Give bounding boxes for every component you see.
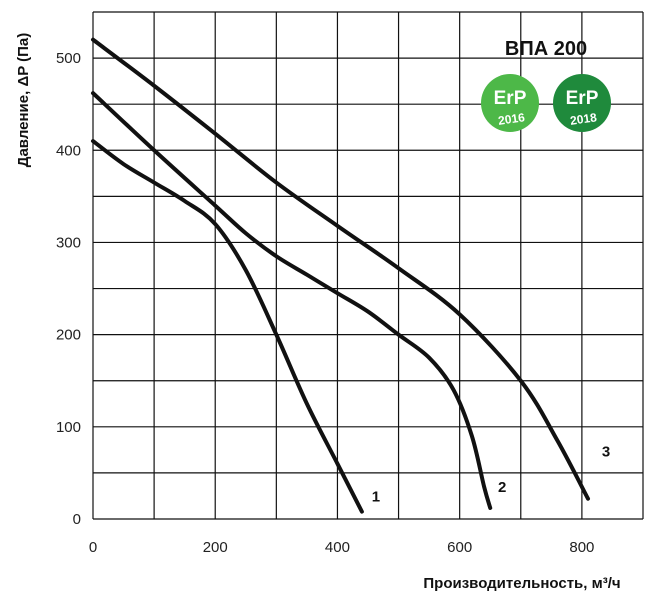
performance-curves [91, 37, 590, 514]
y-tick-500: 500 [56, 50, 81, 67]
erp-2018-badge-circle [553, 74, 611, 132]
axis-ticks: 0 200 400 600 800 0 100 200 300 400 500 [56, 50, 594, 556]
erp-2018-badge-line2: 2018 [569, 110, 598, 128]
y-axis-title: Давление, ΔP (Па) [15, 33, 32, 167]
curve-label-1: 1 [372, 489, 380, 506]
y-tick-200: 200 [56, 327, 81, 344]
curve-3 [91, 37, 590, 501]
y-tick-100: 100 [56, 419, 81, 436]
y-tick-0: 0 [73, 511, 81, 528]
curve-label-3: 3 [602, 444, 610, 461]
curve-label-2: 2 [498, 479, 506, 496]
y-tick-400: 400 [56, 142, 81, 159]
erp-2016-badge-line1: ErP [494, 88, 527, 109]
erp-2016-badge: ErP 2016 [481, 74, 539, 132]
erp-2018-badge-line1: ErP [566, 88, 599, 109]
curve-labels: 1 2 3 [372, 444, 610, 506]
model-label: ВПА 200 [505, 38, 587, 60]
x-axis-title: Производительность, м³/ч [423, 575, 620, 592]
erp-2016-badge-line2: 2016 [497, 110, 526, 128]
erp-2016-badge-circle [481, 74, 539, 132]
curve-2 [91, 91, 493, 510]
x-tick-200: 200 [203, 539, 228, 556]
x-tick-0: 0 [89, 539, 97, 556]
x-tick-600: 600 [447, 539, 472, 556]
erp-2018-badge: ErP 2018 [553, 74, 611, 132]
curve-1 [91, 139, 364, 514]
x-tick-400: 400 [325, 539, 350, 556]
y-tick-300: 300 [56, 234, 81, 251]
x-tick-800: 800 [569, 539, 594, 556]
